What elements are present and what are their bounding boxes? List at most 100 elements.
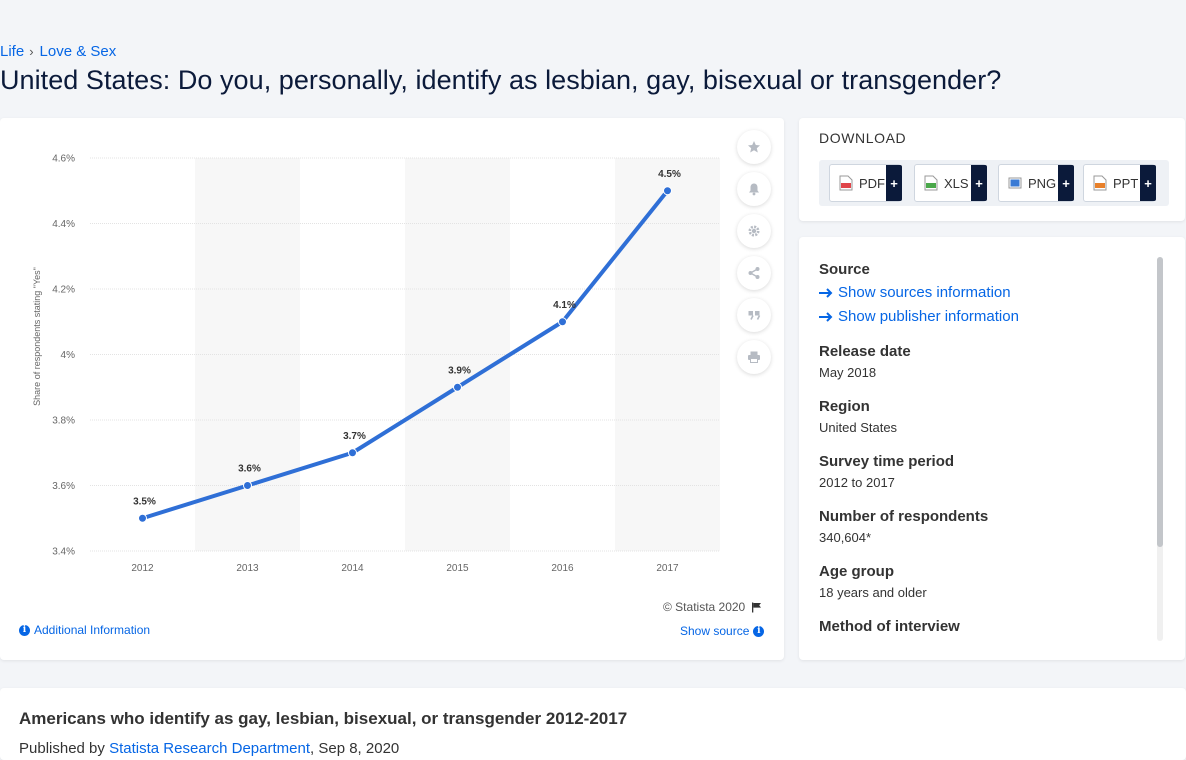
field-value: May 2018 bbox=[819, 365, 877, 380]
release-date-field: Release date May 2018 bbox=[819, 343, 911, 380]
share-icon bbox=[748, 267, 760, 279]
arrow-right-icon bbox=[819, 287, 833, 298]
download-title: DOWNLOAD bbox=[819, 130, 907, 146]
info-icon: i bbox=[19, 624, 30, 636]
series-line bbox=[140, 188, 670, 521]
source-section: Source bbox=[819, 261, 870, 278]
plus-icon: + bbox=[971, 165, 987, 201]
favorite-button[interactable] bbox=[737, 130, 771, 164]
download-ppt-label: PPT bbox=[1113, 175, 1139, 191]
y-tick-label: 4.6% bbox=[52, 154, 75, 165]
x-tick-label: 2014 bbox=[341, 563, 364, 574]
data-point bbox=[558, 317, 567, 327]
show-sources-label: Show sources information bbox=[838, 284, 1011, 301]
png-file-icon bbox=[1008, 177, 1022, 189]
show-source-label: Show source bbox=[680, 624, 750, 638]
download-pdf-label: PDF bbox=[859, 175, 885, 191]
data-label: 3.9% bbox=[448, 365, 471, 376]
chart-toolbar bbox=[737, 130, 773, 382]
pdf-file-icon bbox=[839, 175, 853, 191]
printer-icon bbox=[748, 351, 760, 363]
statistic-title: Americans who identify as gay, lesbian, … bbox=[19, 709, 628, 728]
field-value: 18 years and older bbox=[819, 585, 927, 600]
show-source-link[interactable]: Show source i bbox=[680, 624, 765, 638]
data-point bbox=[348, 448, 357, 458]
breadcrumb-link-life[interactable]: Life bbox=[0, 43, 25, 60]
flag-icon[interactable] bbox=[751, 602, 762, 613]
star-icon bbox=[748, 141, 760, 153]
published-by: Published by Statista Research Departmen… bbox=[19, 740, 399, 757]
interview-method-field: Method of interview bbox=[819, 618, 960, 635]
copyright: © Statista 2020 bbox=[663, 600, 762, 614]
plus-icon: + bbox=[1140, 165, 1156, 201]
field-label: Number of respondents bbox=[819, 508, 989, 525]
x-tick-label: 2012 bbox=[131, 563, 154, 574]
top-bar bbox=[0, 0, 1186, 40]
source-details-card: Source Show sources information Show pub… bbox=[799, 237, 1185, 660]
field-label: Region bbox=[819, 398, 870, 415]
line-chart: 3.4% 3.6% 3.8% 4% 4.2% 4.4% 4.6% 2012 2013 2014 20… bbox=[32, 154, 720, 574]
download-png-button[interactable]: PNG + bbox=[998, 164, 1074, 202]
publisher-link[interactable]: Statista Research Department bbox=[109, 740, 311, 757]
published-by-label: Published by bbox=[19, 740, 105, 757]
data-label: 4.5% bbox=[658, 169, 681, 180]
cite-button[interactable] bbox=[737, 298, 771, 332]
download-xls-label: XLS bbox=[944, 175, 969, 191]
copyright-text: © Statista 2020 bbox=[663, 600, 746, 614]
y-tick-label: 3.8% bbox=[52, 416, 75, 427]
survey-period-field: Survey time period 2012 to 2017 bbox=[819, 453, 954, 490]
data-point bbox=[243, 481, 252, 490]
show-publisher-label: Show publisher information bbox=[838, 308, 1019, 325]
page-title: United States: Do you, personally, ident… bbox=[0, 65, 1002, 95]
x-tick-label: 2017 bbox=[656, 563, 679, 574]
y-tick-label: 4.4% bbox=[52, 219, 75, 230]
data-label: 3.6% bbox=[238, 464, 261, 475]
download-pdf-button[interactable]: PDF + bbox=[829, 164, 902, 202]
additional-information-label: Additional Information bbox=[34, 623, 151, 637]
settings-button[interactable] bbox=[737, 214, 771, 248]
statistic-info-card: Americans who identify as gay, lesbian, … bbox=[0, 688, 1186, 760]
ppt-file-icon bbox=[1093, 175, 1107, 191]
breadcrumb-link-love-sex[interactable]: Love & Sex bbox=[39, 43, 117, 60]
show-sources-link[interactable]: Show sources information bbox=[819, 284, 1011, 301]
plus-icon: + bbox=[886, 165, 902, 201]
field-label: Method of interview bbox=[819, 618, 960, 635]
download-xls-button[interactable]: XLS + bbox=[914, 164, 987, 202]
plus-icon: + bbox=[1058, 165, 1074, 201]
data-label: 3.5% bbox=[133, 496, 156, 507]
age-group-field: Age group 18 years and older bbox=[819, 563, 927, 600]
x-tick-label: 2015 bbox=[446, 563, 469, 574]
show-publisher-link[interactable]: Show publisher information bbox=[819, 308, 1019, 325]
field-value: 340,604* bbox=[819, 530, 872, 545]
download-ppt-button[interactable]: PPT + bbox=[1083, 164, 1156, 202]
field-value: 2012 to 2017 bbox=[819, 475, 895, 490]
data-point bbox=[663, 186, 672, 196]
bell-icon bbox=[749, 183, 759, 196]
breadcrumb: Life › Love & Sex bbox=[0, 43, 116, 60]
y-tick-label: 3.4% bbox=[52, 547, 75, 558]
source-label: Source bbox=[819, 261, 870, 278]
data-label: 4.1% bbox=[553, 300, 576, 311]
region-field: Region United States bbox=[819, 398, 897, 435]
data-point bbox=[453, 382, 462, 392]
field-label: Age group bbox=[819, 563, 894, 580]
chart-card: 3.4% 3.6% 3.8% 4% 4.2% 4.4% 4.6% 2012 2013 2014 20… bbox=[0, 118, 784, 660]
print-button[interactable] bbox=[737, 340, 771, 374]
respondents-field: Number of respondents 340,604* bbox=[819, 508, 988, 545]
published-date: , Sep 8, 2020 bbox=[310, 740, 400, 757]
field-label: Release date bbox=[819, 343, 911, 360]
arrow-right-icon bbox=[819, 311, 833, 322]
x-tick-label: 2013 bbox=[236, 563, 259, 574]
scrollbar-thumb[interactable] bbox=[1157, 257, 1163, 547]
gear-icon bbox=[748, 225, 760, 237]
field-label: Survey time period bbox=[819, 453, 955, 470]
notification-button[interactable] bbox=[737, 172, 771, 206]
y-tick-label: 4.2% bbox=[52, 285, 75, 296]
additional-information-link[interactable]: i Additional Information bbox=[19, 623, 150, 637]
chevron-right-icon: › bbox=[29, 44, 34, 59]
y-tick-label: 3.6% bbox=[52, 481, 75, 492]
xls-file-icon bbox=[924, 175, 938, 191]
download-png-label: PNG bbox=[1028, 175, 1057, 191]
share-button[interactable] bbox=[737, 256, 771, 290]
quote-icon bbox=[748, 311, 761, 320]
